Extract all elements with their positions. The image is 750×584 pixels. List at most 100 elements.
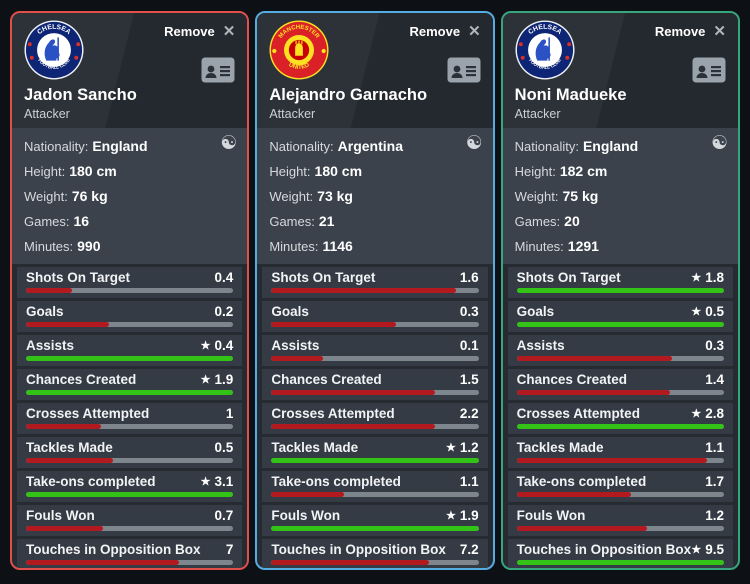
stat-value-number: 1.9 [459, 508, 479, 523]
info-label: Height: [269, 164, 311, 179]
info-label: Weight: [269, 189, 314, 204]
info-label: Height: [24, 164, 66, 179]
remove-label: Remove [654, 24, 706, 39]
stat-bar-fill [26, 390, 234, 395]
player-name: Noni Madueke [514, 86, 627, 104]
stat-label: Shots On Target [26, 270, 131, 285]
stat-label: Goals [26, 304, 64, 319]
stat-row: Assists ★ 0.4 [17, 335, 243, 366]
stat-label: Fouls Won [26, 508, 95, 523]
info-rows: Nationality: England Height: 182 cm Weight: 7… [515, 134, 726, 259]
stat-bar-fill [516, 424, 724, 429]
stat-bar-track [271, 424, 479, 429]
stat-label: Goals [516, 304, 555, 319]
compare-icon[interactable]: ☯ [465, 133, 483, 154]
stat-bar-track [26, 390, 234, 395]
stat-row: Crosses Attempted ★ 2.8 [507, 403, 733, 434]
player-info-panel: ☯ Nationality: England Height: 182 cm Weight… [502, 128, 738, 264]
stat-value: ★ 1.9 [446, 508, 479, 523]
close-icon: ✕ [222, 23, 236, 40]
info-value: 75 kg [562, 188, 599, 204]
stat-label: Take-ons completed [271, 474, 401, 489]
stat-value-number: 0.5 [705, 304, 724, 319]
stat-bar-fill [26, 526, 103, 531]
stat-label: Assists [26, 338, 75, 353]
stat-value-number: 3.1 [214, 474, 234, 489]
stat-bar-fill [271, 424, 436, 429]
info-value: 180 cm [69, 163, 117, 179]
stat-row: Take-ons completed ★ 3.1 [17, 471, 243, 502]
stat-label: Tackles Made [516, 440, 604, 455]
stat-bar-track [26, 356, 234, 361]
stat-label: Assists [516, 338, 565, 353]
stat-value-number: 1.6 [459, 270, 479, 285]
chelsea-badge-icon: CHELSEA FOOTBALL CLUB [515, 20, 575, 80]
remove-label: Remove [164, 24, 215, 39]
player-info-panel: ☯ Nationality: England Height: 180 cm Weight… [12, 128, 248, 264]
stat-bar-track [516, 526, 724, 531]
info-value: 990 [77, 238, 101, 254]
stat-bar-fill [271, 288, 456, 293]
stat-bar-track [271, 560, 479, 565]
stat-label: Shots On Target [271, 270, 376, 285]
info-value: 182 cm [559, 163, 608, 179]
card-header: CHELSEA FOOTBALL CLUB Remove ✕ Jadon San… [12, 13, 248, 128]
star-icon: ★ [200, 374, 211, 386]
info-label: Games: [269, 214, 315, 229]
stat-value-number: 0.7 [214, 508, 234, 523]
remove-button[interactable]: Remove ✕ [164, 24, 235, 39]
info-value: England [582, 138, 639, 154]
stat-value: ★ 1.9 [201, 372, 234, 387]
stat-label: Chances Created [26, 372, 137, 387]
stat-bar-track [516, 424, 724, 429]
close-icon: ✕ [468, 23, 481, 40]
stat-label: Assists [271, 338, 320, 353]
stat-value-number: 1.5 [459, 372, 479, 387]
stat-value: 1.7 [705, 474, 724, 489]
stat-row: Chances Created ★ 1.9 [17, 369, 243, 400]
star-icon: ★ [446, 510, 456, 522]
remove-button[interactable]: Remove ✕ [410, 24, 481, 39]
stat-value: 0.5 [215, 440, 234, 455]
player-profile-button[interactable] [692, 57, 726, 83]
player-profile-button[interactable] [447, 57, 481, 83]
star-icon: ★ [200, 476, 211, 488]
info-row: Weight: 73 kg [269, 184, 480, 209]
stat-value: 1 [226, 406, 234, 421]
stat-row: Take-ons completed 1.1 [262, 471, 488, 502]
player-name: Jadon Sancho [24, 86, 137, 104]
stat-bar-fill [271, 560, 429, 565]
compare-icon[interactable]: ☯ [220, 133, 238, 154]
stat-label: Fouls Won [516, 508, 586, 523]
info-label: Minutes: [269, 239, 319, 254]
player-position: Attacker [514, 107, 561, 121]
stat-bar-fill [516, 288, 724, 293]
stat-bar-fill [26, 322, 109, 327]
stat-value-number: 0.5 [214, 440, 234, 455]
stat-bar-track [26, 322, 234, 327]
star-icon: ★ [691, 272, 702, 284]
info-value: 16 [73, 213, 90, 229]
stat-bar-fill [26, 424, 101, 429]
stat-bar-track [516, 356, 724, 361]
info-value: 1146 [322, 238, 353, 254]
compare-icon[interactable]: ☯ [710, 133, 728, 154]
stat-row: Chances Created 1.5 [262, 369, 488, 400]
stat-value: 7 [226, 542, 234, 557]
info-row: Minutes: 990 [24, 234, 235, 259]
player-profile-button[interactable] [201, 57, 235, 83]
info-row: Nationality: England [24, 134, 235, 159]
stat-bar-track [271, 288, 479, 293]
stat-value-number: 1.1 [705, 440, 724, 455]
stat-bar-fill [26, 356, 234, 361]
stat-row: Goals 0.3 [262, 301, 488, 332]
stat-bar-track [271, 526, 479, 531]
stat-value-number: 0.1 [459, 338, 479, 353]
info-row: Nationality: England [515, 134, 726, 159]
stat-row: Touches in Opposition Box 7.2 [262, 539, 488, 568]
stat-bar-track [26, 424, 234, 429]
svg-text:UNITED: UNITED [288, 62, 312, 71]
info-row: Height: 180 cm [269, 159, 480, 184]
remove-button[interactable]: Remove ✕ [655, 24, 726, 39]
stat-row: Shots On Target 0.4 [17, 267, 243, 298]
